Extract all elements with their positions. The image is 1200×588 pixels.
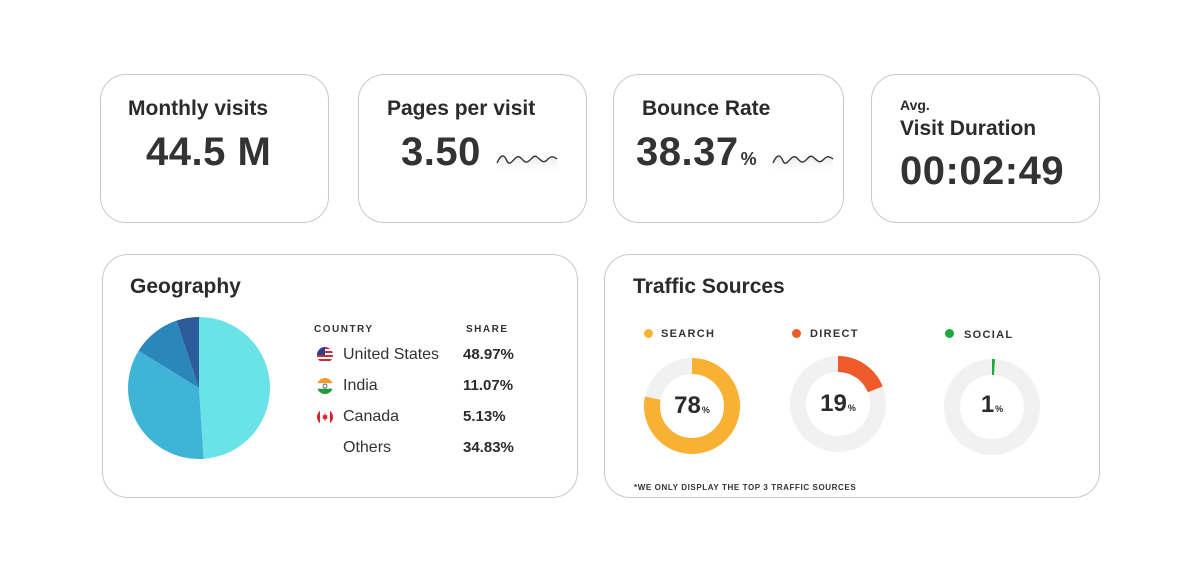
visit-duration-value: 00:02:49 — [900, 149, 1065, 193]
traffic-sources-title: Traffic Sources — [633, 275, 785, 298]
pages-per-visit-value: 3.50 — [401, 130, 481, 174]
monthly-visits-title: Monthly visits — [128, 97, 269, 120]
pie-slice-india — [138, 320, 199, 388]
sparkline-icon — [496, 155, 558, 175]
india-flag-icon — [317, 378, 333, 394]
direct-donut-arc — [790, 356, 886, 452]
search-percent-unit: % — [701, 405, 710, 415]
social-value: 1% — [942, 391, 1042, 419]
share-column-header: SHARE — [466, 324, 509, 335]
pages-per-visit-card: Pages per visit 3.50 — [358, 74, 587, 223]
social-donut-arc — [944, 359, 1040, 455]
geography-row-us: United States 48.97% — [315, 344, 575, 368]
direct-dot-icon — [792, 329, 801, 338]
search-donut-arc — [644, 358, 740, 454]
canada-flag-icon — [317, 409, 333, 425]
pie-slice-others — [128, 350, 204, 459]
visit-duration-title: Visit Duration — [900, 117, 1037, 140]
social-donut — [944, 359, 1040, 455]
country-share: 34.83% — [463, 439, 514, 456]
bounce-rate-unit: % — [740, 149, 758, 169]
visit-duration-prefix: Avg. — [900, 97, 930, 113]
direct-label: DIRECT — [810, 328, 859, 340]
country-name: India — [343, 377, 378, 394]
country-name: Canada — [343, 408, 400, 425]
search-donut — [644, 358, 740, 454]
geography-row-others: Others 34.83% — [315, 437, 575, 461]
search-dot-icon — [644, 329, 653, 338]
sparkline-icon — [772, 155, 834, 175]
direct-percent-unit: % — [847, 403, 856, 413]
country-name: Others — [343, 439, 392, 456]
visit-duration-card: Avg. Visit Duration 00:02:49 — [871, 74, 1100, 223]
country-share: 5.13% — [463, 408, 506, 425]
pages-per-visit-title: Pages per visit — [387, 97, 536, 120]
monthly-visits-value: 44.5 M — [146, 130, 272, 174]
pie-slice-united-states — [199, 317, 270, 459]
country-share: 11.07% — [463, 377, 514, 394]
bounce-rate-title: Bounce Rate — [642, 97, 771, 120]
direct-value: 19% — [788, 390, 888, 418]
social-percent-unit: % — [995, 404, 1004, 414]
social-percent: 1 — [980, 391, 995, 418]
direct-donut — [790, 356, 886, 452]
bounce-rate-number: 38.37 — [636, 130, 739, 174]
traffic-sources-card: Traffic Sources SEARCH 78% DIRECT 19% SO… — [604, 254, 1100, 498]
country-name: United States — [343, 346, 440, 363]
traffic-footnote: *WE ONLY DISPLAY THE TOP 3 TRAFFIC SOURC… — [634, 483, 857, 492]
social-label: SOCIAL — [964, 329, 1014, 341]
direct-percent: 19 — [820, 390, 847, 417]
search-percent: 78 — [674, 392, 701, 419]
geography-table: United States 48.97% India 11.07% — [315, 343, 575, 463]
country-column-header: COUNTRY — [314, 324, 374, 335]
geography-row-india: India 11.07% — [315, 375, 575, 399]
us-flag-icon — [317, 347, 333, 363]
geography-title: Geography — [130, 275, 241, 298]
bounce-rate-value: 38.37% — [636, 130, 757, 175]
monthly-visits-card: Monthly visits 44.5 M — [100, 74, 329, 223]
geography-card: Geography COUNTRY SHARE United States 48… — [102, 254, 578, 498]
pie-slice-canada — [176, 317, 199, 388]
geography-pie-chart — [128, 317, 270, 459]
search-label: SEARCH — [661, 328, 716, 340]
bounce-rate-card: Bounce Rate 38.37% — [613, 74, 844, 223]
country-share: 48.97% — [463, 346, 514, 363]
social-dot-icon — [945, 329, 954, 338]
geography-row-canada: Canada 5.13% — [315, 406, 575, 430]
search-value: 78% — [642, 392, 742, 420]
